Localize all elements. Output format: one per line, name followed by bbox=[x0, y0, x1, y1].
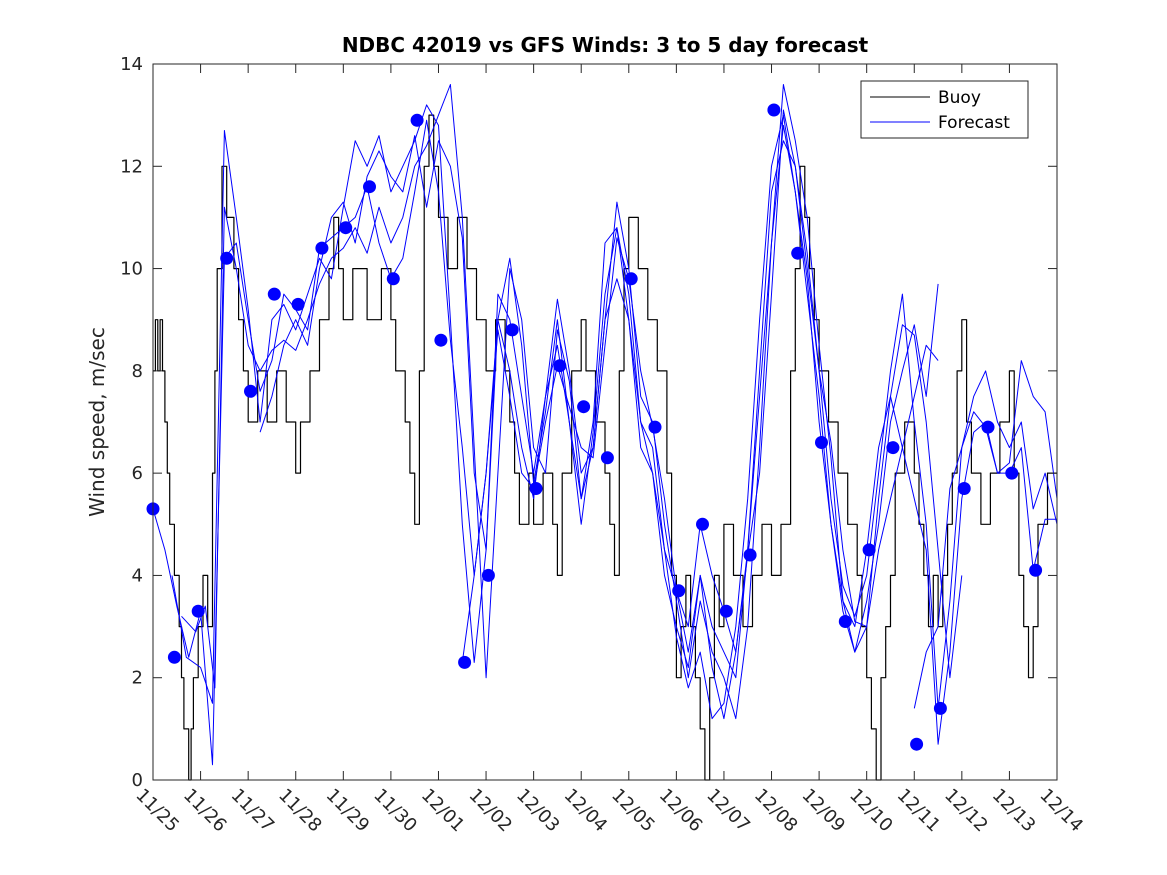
y-tick-label: 14 bbox=[120, 54, 143, 75]
forecast-initial-point bbox=[220, 251, 234, 265]
forecast-initial-point bbox=[481, 568, 495, 582]
y-tick-label: 12 bbox=[120, 156, 143, 177]
legend: Buoy Forecast bbox=[860, 80, 1029, 139]
marker-layer bbox=[146, 103, 1043, 751]
forecast-initial-point bbox=[815, 436, 828, 449]
forecast-initial-point bbox=[386, 272, 400, 286]
forecast-initial-point bbox=[191, 604, 205, 618]
forecast-initial-point bbox=[577, 400, 591, 414]
forecast-initial-point bbox=[933, 701, 947, 715]
forecast-initial-point bbox=[410, 113, 424, 127]
forecast-initial-point bbox=[505, 323, 519, 337]
chart-title: NDBC 42019 vs GFS Winds: 3 to 5 day fore… bbox=[342, 33, 869, 57]
forecast-initial-point bbox=[434, 333, 448, 347]
forecast-initial-point bbox=[767, 103, 781, 117]
legend-box bbox=[860, 80, 1029, 139]
forecast-initial-point bbox=[363, 180, 376, 194]
forecast-initial-point bbox=[910, 737, 924, 751]
forecast-initial-point bbox=[862, 543, 876, 557]
forecast-initial-point bbox=[529, 482, 543, 495]
forecast-initial-point bbox=[600, 451, 614, 465]
y-axis-label: Wind speed, m/sec bbox=[85, 327, 109, 517]
series-line-forecast-1 bbox=[152, 109, 939, 766]
forecast-initial-point bbox=[838, 615, 852, 628]
y-tick-label: 4 bbox=[132, 565, 143, 586]
y-tick-label: 10 bbox=[120, 259, 143, 280]
forecast-initial-point bbox=[1029, 563, 1043, 577]
axes-box bbox=[152, 63, 1058, 781]
y-tick-label: 8 bbox=[132, 361, 143, 382]
forecast-initial-point bbox=[458, 655, 472, 669]
forecast-initial-point bbox=[719, 604, 733, 618]
forecast-initial-point bbox=[267, 287, 281, 301]
y-tick-label: 6 bbox=[132, 463, 143, 484]
forecast-initial-point bbox=[696, 517, 709, 531]
legend-forecast-label: Forecast bbox=[938, 113, 1010, 133]
forecast-initial-point bbox=[957, 482, 971, 495]
forecast-initial-point bbox=[981, 420, 995, 434]
forecast-initial-point bbox=[339, 221, 353, 235]
forecast-initial-point bbox=[791, 246, 805, 260]
forecast-initial-point bbox=[291, 297, 305, 311]
forecast-initial-point bbox=[886, 441, 900, 455]
forecast-initial-point bbox=[244, 384, 257, 398]
forecast-initial-point bbox=[315, 241, 329, 255]
series-line-buoy bbox=[153, 114, 1057, 781]
forecast-initial-point bbox=[648, 420, 662, 434]
forecast-initial-point bbox=[672, 584, 686, 598]
series-line-forecast-4 bbox=[259, 135, 1058, 720]
legend-buoy-label: Buoy bbox=[938, 88, 981, 108]
y-axis-ticks: 0 2 4 6 8 10 12 14 bbox=[120, 54, 1057, 791]
forecast-initial-point bbox=[624, 272, 638, 286]
y-tick-label: 2 bbox=[132, 668, 143, 689]
forecast-initial-point bbox=[553, 359, 567, 373]
forecast-initial-point bbox=[743, 548, 757, 562]
forecast-initial-point bbox=[167, 650, 181, 664]
forecast-initial-point bbox=[1005, 466, 1019, 480]
y-tick-label: 0 bbox=[132, 770, 143, 791]
